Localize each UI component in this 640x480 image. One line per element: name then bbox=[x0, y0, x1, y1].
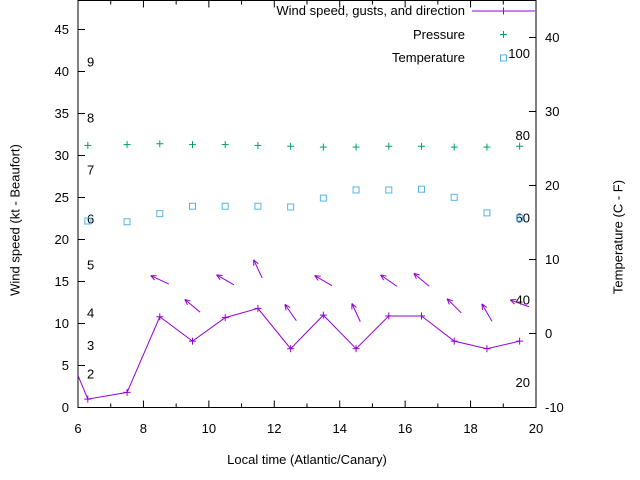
svg-text:20: 20 bbox=[545, 178, 559, 193]
legend-symbols bbox=[472, 7, 535, 62]
svg-text:35: 35 bbox=[55, 106, 69, 121]
legend-label-temperature: Temperature bbox=[392, 50, 465, 65]
svg-text:30: 30 bbox=[545, 104, 559, 119]
svg-text:40: 40 bbox=[55, 64, 69, 79]
svg-text:15: 15 bbox=[55, 274, 69, 289]
svg-text:5: 5 bbox=[87, 258, 94, 273]
svg-text:10: 10 bbox=[202, 421, 216, 436]
svg-text:25: 25 bbox=[55, 190, 69, 205]
svg-text:0: 0 bbox=[62, 400, 69, 415]
svg-text:10: 10 bbox=[545, 252, 559, 267]
legend-item-temperature: Temperature bbox=[392, 49, 465, 67]
svg-text:5: 5 bbox=[62, 358, 69, 373]
svg-text:20: 20 bbox=[529, 421, 543, 436]
svg-text:80: 80 bbox=[516, 128, 530, 143]
svg-text:0: 0 bbox=[545, 326, 552, 341]
svg-text:4: 4 bbox=[87, 305, 94, 320]
svg-text:10: 10 bbox=[55, 316, 69, 331]
legend-label-pressure: Pressure bbox=[412, 26, 465, 42]
svg-text:30: 30 bbox=[55, 148, 69, 163]
legend-label-wind: Wind speed, gusts, and direction bbox=[276, 3, 465, 18]
svg-text:-10: -10 bbox=[545, 400, 564, 415]
svg-text:40: 40 bbox=[545, 30, 559, 45]
svg-text:3: 3 bbox=[87, 338, 94, 353]
legend-item-pressure: Pressure bbox=[413, 26, 465, 44]
wind-direction-arrows bbox=[150, 259, 530, 322]
svg-text:16: 16 bbox=[398, 421, 412, 436]
legend-item-wind: Wind speed, gusts, and direction bbox=[276, 2, 465, 20]
svg-text:14: 14 bbox=[332, 421, 346, 436]
svg-text:9: 9 bbox=[87, 54, 94, 69]
svg-text:7: 7 bbox=[87, 163, 94, 178]
x-axis: 6 8 10 12 14 16 18 20 bbox=[74, 0, 543, 436]
right-axis: -10 0 10 20 30 40 bbox=[529, 30, 564, 415]
svg-text:18: 18 bbox=[463, 421, 477, 436]
svg-text:40: 40 bbox=[516, 293, 530, 308]
left-axis: 0 5 10 15 20 25 30 35 40 45 bbox=[55, 22, 85, 415]
svg-text:8: 8 bbox=[140, 421, 147, 436]
temperature-series bbox=[84, 185, 524, 226]
svg-text:6: 6 bbox=[74, 421, 81, 436]
left-y-axis-title: Wind speed (kt - Beaufort) bbox=[7, 144, 23, 296]
svg-text:20: 20 bbox=[55, 232, 69, 247]
svg-text:12: 12 bbox=[267, 421, 281, 436]
wind-speed-series bbox=[77, 304, 524, 403]
svg-text:2: 2 bbox=[87, 367, 94, 382]
svg-text:8: 8 bbox=[87, 111, 94, 126]
svg-text:100: 100 bbox=[508, 46, 530, 61]
svg-text:20: 20 bbox=[516, 375, 530, 390]
right-y-axis-title: Temperature (C - F) bbox=[610, 179, 626, 295]
x-axis-title: Local time (Atlantic/Canary) bbox=[227, 452, 387, 467]
svg-text:45: 45 bbox=[55, 22, 69, 37]
pressure-series bbox=[84, 140, 524, 151]
